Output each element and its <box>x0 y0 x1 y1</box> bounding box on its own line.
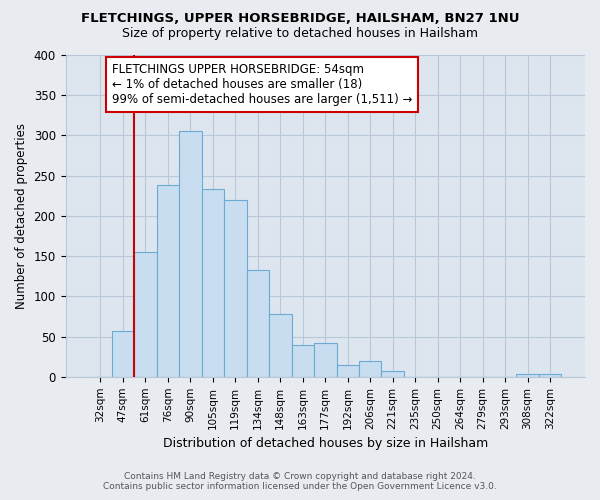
X-axis label: Distribution of detached houses by size in Hailsham: Distribution of detached houses by size … <box>163 437 488 450</box>
Bar <box>202 190 224 377</box>
Bar <box>314 343 337 377</box>
Bar <box>179 132 202 377</box>
Text: FLETCHINGS UPPER HORSEBRIDGE: 54sqm
← 1% of detached houses are smaller (18)
99%: FLETCHINGS UPPER HORSEBRIDGE: 54sqm ← 1%… <box>112 63 412 106</box>
Bar <box>359 360 382 377</box>
Bar <box>539 374 562 377</box>
Bar <box>269 314 292 377</box>
Bar <box>157 186 179 377</box>
Text: Size of property relative to detached houses in Hailsham: Size of property relative to detached ho… <box>122 28 478 40</box>
Text: FLETCHINGS, UPPER HORSEBRIDGE, HAILSHAM, BN27 1NU: FLETCHINGS, UPPER HORSEBRIDGE, HAILSHAM,… <box>81 12 519 26</box>
Text: Contains HM Land Registry data © Crown copyright and database right 2024.
Contai: Contains HM Land Registry data © Crown c… <box>103 472 497 491</box>
Y-axis label: Number of detached properties: Number of detached properties <box>15 123 28 309</box>
Bar <box>382 371 404 377</box>
Bar <box>517 374 539 377</box>
Bar <box>337 365 359 377</box>
Bar <box>292 344 314 377</box>
Bar <box>247 270 269 377</box>
Bar <box>224 200 247 377</box>
Bar <box>112 331 134 377</box>
Bar <box>134 252 157 377</box>
